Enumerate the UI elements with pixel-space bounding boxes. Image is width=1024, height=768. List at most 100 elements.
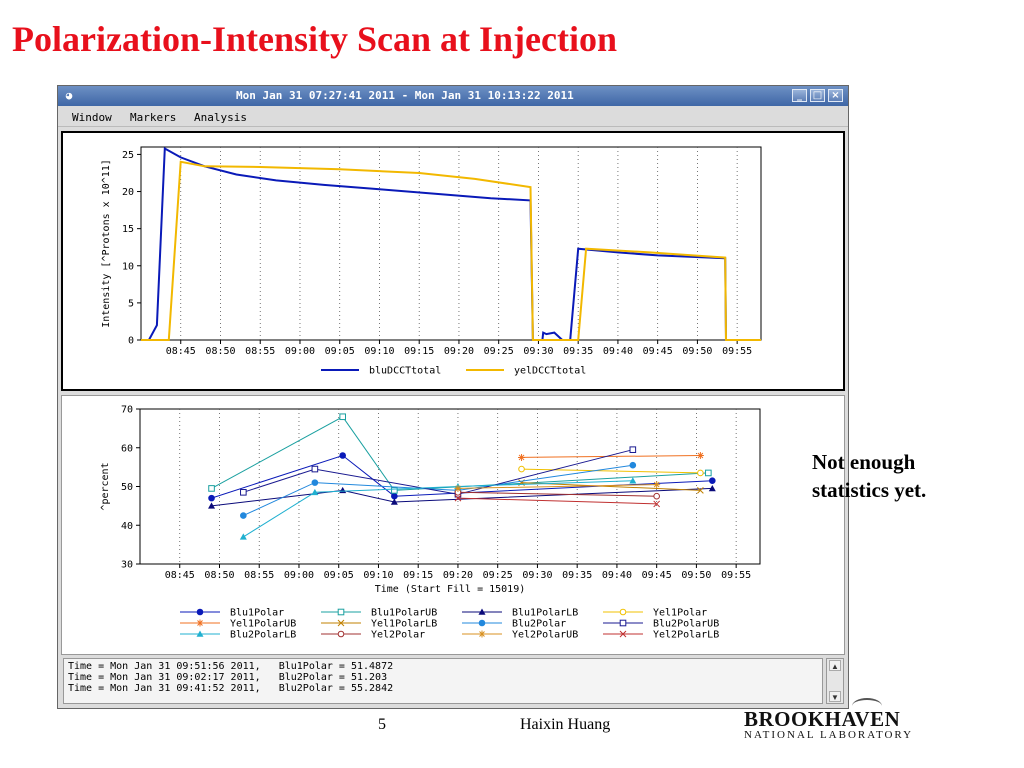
series-line bbox=[243, 449, 633, 495]
x-tick-label: 09:30 bbox=[523, 346, 553, 357]
data-point bbox=[619, 608, 627, 616]
y-tick-label: 60 bbox=[121, 443, 133, 454]
series-line bbox=[457, 484, 657, 489]
x-tick-label: 09:50 bbox=[682, 346, 712, 357]
close-icon[interactable]: × bbox=[828, 89, 843, 102]
x-tick-label: 09:00 bbox=[284, 570, 314, 581]
status-line: Time = Mon Jan 31 09:02:17 2011, Blu2Pol… bbox=[68, 672, 388, 683]
data-point bbox=[311, 488, 319, 496]
y-tick-label: 25 bbox=[122, 150, 134, 161]
series-line bbox=[211, 487, 713, 507]
intensity-chart[interactable]: 08:45 08:50 08:55 09:00 09:05 09:10 09:15 09:20… bbox=[63, 133, 843, 389]
legend-label: Yel1PolarLB bbox=[371, 619, 437, 630]
x-tick-label: 08:55 bbox=[244, 570, 274, 581]
data-point bbox=[653, 481, 661, 489]
maximize-icon[interactable]: □ bbox=[810, 89, 825, 102]
y-axis-label: ^percent bbox=[100, 462, 111, 510]
x-tick-label: 09:45 bbox=[643, 346, 673, 357]
x-tick-label: 09:05 bbox=[324, 570, 354, 581]
legend-label: bluDCCTtotal bbox=[369, 366, 441, 377]
scroll-down-icon[interactable]: ▼ bbox=[829, 691, 841, 702]
data-point bbox=[196, 630, 204, 637]
data-point bbox=[629, 446, 637, 453]
y-tick-label: 5 bbox=[128, 298, 134, 309]
data-point bbox=[196, 608, 204, 616]
window-titlebar[interactable]: ◕ Mon Jan 31 07:27:41 2011 - Mon Jan 31 … bbox=[58, 86, 848, 106]
status-scrollbar[interactable]: ▲ ▼ bbox=[826, 658, 844, 704]
data-point bbox=[391, 487, 398, 494]
data-point bbox=[208, 502, 216, 509]
legend-label: Blu2PolarUB bbox=[653, 619, 719, 630]
x-tick-label: 09:20 bbox=[444, 346, 474, 357]
data-point bbox=[708, 484, 716, 492]
data-point bbox=[697, 469, 704, 477]
legend-label: Yel2PolarUB bbox=[512, 630, 578, 641]
y-tick-label: 10 bbox=[122, 261, 134, 272]
window-title: Mon Jan 31 07:27:41 2011 - Mon Jan 31 10… bbox=[236, 89, 574, 102]
x-tick-label: 09:45 bbox=[642, 570, 672, 581]
y-tick-label: 15 bbox=[122, 224, 134, 235]
data-point bbox=[619, 630, 627, 638]
note-line: statistics yet. bbox=[812, 478, 927, 502]
menu-analysis[interactable]: Analysis bbox=[194, 111, 247, 124]
y-tick-label: 70 bbox=[121, 405, 133, 416]
series-line bbox=[457, 497, 657, 505]
legend-label: Yel2PolarLB bbox=[653, 630, 719, 641]
data-point bbox=[391, 492, 398, 500]
y-tick-label: 0 bbox=[128, 336, 134, 347]
data-point bbox=[629, 461, 637, 469]
logo-line: NATIONAL LABORATORY bbox=[744, 729, 914, 741]
brookhaven-logo: BROOKHAVEN NATIONAL LABORATORY bbox=[744, 698, 914, 741]
menu-window[interactable]: Window bbox=[72, 111, 112, 124]
status-line: Time = Mon Jan 31 09:41:52 2011, Blu2Pol… bbox=[68, 683, 394, 694]
data-point bbox=[337, 619, 345, 627]
x-tick-label: 09:55 bbox=[721, 570, 751, 581]
menu-bar: Window Markers Analysis bbox=[58, 106, 848, 127]
x-tick-label: 09:35 bbox=[563, 346, 593, 357]
data-point bbox=[478, 630, 486, 638]
data-point bbox=[208, 485, 215, 492]
polarization-panel: 08:45 08:50 08:55 09:00 09:05 09:10 09:15 09:20… bbox=[61, 395, 845, 655]
x-tick-label: 09:35 bbox=[562, 570, 592, 581]
data-point bbox=[196, 619, 204, 627]
app-menu-icon[interactable]: ◕ bbox=[65, 89, 73, 102]
x-tick-label: 08:50 bbox=[204, 570, 234, 581]
data-point bbox=[629, 477, 637, 484]
legend-label: Blu2PolarLB bbox=[230, 630, 296, 641]
legend-label: Yel1PolarUB bbox=[230, 619, 296, 630]
status-log[interactable]: Time = Mon Jan 31 09:51:56 2011, Blu1Pol… bbox=[63, 658, 823, 704]
legend-label: yelDCCTtotal bbox=[514, 366, 586, 377]
x-tick-label: 08:50 bbox=[205, 346, 235, 357]
series-line bbox=[141, 160, 761, 341]
polarization-chart[interactable]: 08:45 08:50 08:55 09:00 09:05 09:10 09:15 09:20… bbox=[62, 396, 844, 654]
data-point bbox=[339, 452, 346, 459]
x-tick-label: 09:10 bbox=[363, 570, 393, 581]
data-point bbox=[454, 484, 462, 492]
scan-window: ◕ Mon Jan 31 07:27:41 2011 - Mon Jan 31 … bbox=[57, 85, 849, 709]
x-tick-label: 09:05 bbox=[325, 346, 355, 357]
x-tick-label: 09:10 bbox=[364, 346, 394, 357]
x-tick-label: 09:25 bbox=[484, 346, 514, 357]
status-line: Time = Mon Jan 31 09:51:56 2011, Blu1Pol… bbox=[68, 661, 394, 672]
minimize-icon[interactable]: _ bbox=[792, 89, 807, 102]
data-point bbox=[454, 494, 462, 502]
series-line bbox=[211, 416, 709, 491]
data-point bbox=[390, 498, 398, 505]
series-line bbox=[457, 491, 657, 497]
y-tick-label: 50 bbox=[121, 482, 133, 493]
x-tick-label: 09:20 bbox=[443, 570, 473, 581]
x-tick-label: 09:40 bbox=[602, 570, 632, 581]
scroll-up-icon[interactable]: ▲ bbox=[829, 660, 841, 671]
legend-label: Blu1PolarLB bbox=[512, 608, 578, 619]
data-point bbox=[240, 489, 247, 496]
logo-arc-icon bbox=[852, 698, 882, 714]
data-point bbox=[337, 630, 345, 638]
x-tick-label: 08:45 bbox=[166, 346, 196, 357]
menu-markers[interactable]: Markers bbox=[130, 111, 177, 124]
x-tick-label: 09:25 bbox=[483, 570, 513, 581]
series-line bbox=[243, 480, 633, 538]
slide-title: Polarization-Intensity Scan at Injection bbox=[12, 19, 617, 59]
y-tick-label: 20 bbox=[122, 187, 134, 198]
series-line bbox=[521, 455, 701, 458]
legend-label: Blu1PolarUB bbox=[371, 608, 437, 619]
